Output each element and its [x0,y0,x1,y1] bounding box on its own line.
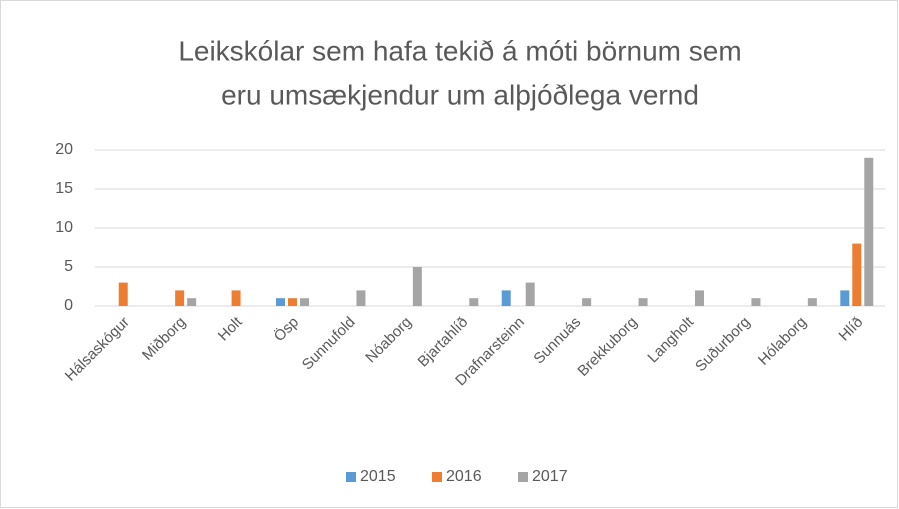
bar [501,290,511,306]
bar [864,157,874,306]
y-tick-label: 10 [55,219,73,236]
bar [852,243,862,306]
bar [638,298,648,306]
bar [751,298,761,306]
bar [276,298,285,306]
legend-swatch [346,472,356,482]
y-tick-label: 5 [64,258,73,275]
bar [288,298,297,306]
bar [187,298,197,306]
bar [231,290,241,306]
bar [412,267,422,306]
y-tick-label: 0 [64,297,73,314]
y-tick-label: 20 [55,141,73,158]
bar [118,282,128,306]
bar [525,282,535,306]
legend-label: 2015 [360,468,396,485]
legend-swatch [518,472,528,482]
bar [582,298,592,306]
bar [469,298,479,306]
bar [175,290,185,306]
y-tick-label: 15 [55,180,73,197]
legend-label: 2017 [532,468,568,485]
bar [840,290,850,306]
legend-label: 2016 [446,468,482,485]
chart-title: Leikskólar sem hafa tekið á móti börnum … [178,35,741,66]
bar [356,290,366,306]
bar [807,298,817,306]
chart-title: eru umsækjendur um alþjóðlega vernd [221,79,699,110]
bar [695,290,704,306]
legend-swatch [432,472,442,482]
bar [300,298,309,306]
